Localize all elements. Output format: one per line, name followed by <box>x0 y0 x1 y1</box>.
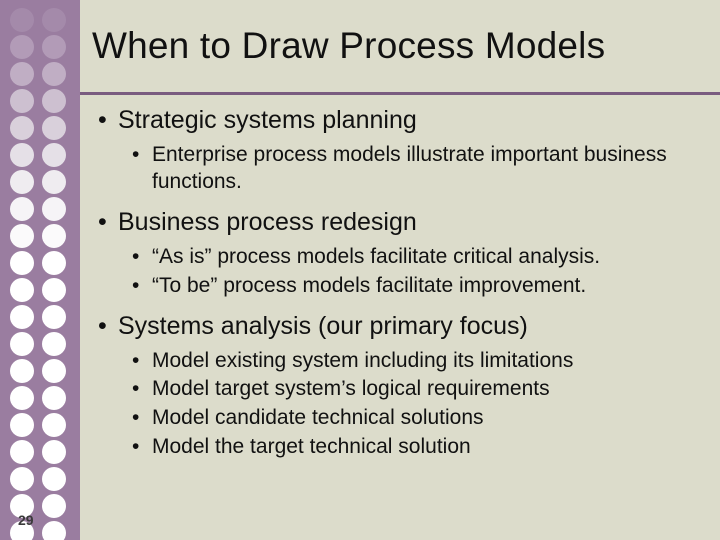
decoration-dot <box>42 359 66 383</box>
decoration-dot <box>42 8 66 32</box>
bullet-text: Business process redesign <box>118 208 417 236</box>
bullet-lvl2: Model candidate technical solutions <box>152 405 705 432</box>
decoration-dot <box>42 386 66 410</box>
decoration-dot <box>10 89 34 113</box>
decoration-dot <box>10 413 34 437</box>
decoration-dot <box>42 521 66 540</box>
decoration-dot <box>42 35 66 59</box>
dot-column-right <box>42 8 68 540</box>
page-number: 29 <box>18 512 34 528</box>
decoration-dot <box>10 143 34 167</box>
bullet-lvl1: Strategic systems planning Enterprise pr… <box>118 104 705 196</box>
decoration-dot <box>42 224 66 248</box>
bullet-lvl2: “To be” process models facilitate improv… <box>152 273 705 300</box>
decoration-dot <box>10 62 34 86</box>
decoration-dot <box>42 467 66 491</box>
decoration-dot <box>10 116 34 140</box>
bullet-sublist: Enterprise process models illustrate imp… <box>118 142 705 196</box>
decoration-dot <box>10 35 34 59</box>
dot-column-left <box>10 8 36 540</box>
bullet-lvl1: Business process redesign “As is” proces… <box>118 206 705 300</box>
decoration-dot <box>10 278 34 302</box>
decoration-dot <box>42 62 66 86</box>
decoration-dot <box>42 494 66 518</box>
content-area: Strategic systems planning Enterprise pr… <box>90 104 705 471</box>
bullet-text: Strategic systems planning <box>118 106 417 134</box>
decoration-dot <box>42 413 66 437</box>
decoration-dot <box>42 440 66 464</box>
decoration-dot <box>42 251 66 275</box>
bullet-lvl2: Enterprise process models illustrate imp… <box>152 142 705 196</box>
slide-title: When to Draw Process Models <box>92 25 605 67</box>
bullet-lvl1: Systems analysis (our primary focus) Mod… <box>118 310 705 462</box>
bullet-sublist: “As is” process models facilitate critic… <box>118 244 705 300</box>
slide: When to Draw Process Models Strategic sy… <box>0 0 720 540</box>
decoration-dot <box>42 332 66 356</box>
decoration-dot <box>10 467 34 491</box>
decoration-dot <box>10 197 34 221</box>
title-rule <box>80 92 720 95</box>
bullet-sublist: Model existing system including its limi… <box>118 348 705 462</box>
decoration-dot <box>42 170 66 194</box>
decoration-dot <box>10 224 34 248</box>
decoration-dot <box>42 305 66 329</box>
bullet-list: Strategic systems planning Enterprise pr… <box>90 104 705 461</box>
decoration-dot <box>42 197 66 221</box>
decoration-dot <box>42 278 66 302</box>
decoration-dot <box>10 386 34 410</box>
decoration-dot <box>10 359 34 383</box>
decoration-dot <box>10 440 34 464</box>
decoration-dot <box>42 116 66 140</box>
decoration-dot <box>10 305 34 329</box>
sidebar <box>0 0 80 540</box>
bullet-lvl2: Model target system’s logical requiremen… <box>152 376 705 403</box>
bullet-lvl2: Model existing system including its limi… <box>152 348 705 375</box>
decoration-dot <box>10 251 34 275</box>
bullet-lvl2: Model the target technical solution <box>152 434 705 461</box>
title-wrap: When to Draw Process Models <box>80 0 720 92</box>
decoration-dot <box>10 170 34 194</box>
decoration-dot <box>42 143 66 167</box>
bullet-text: Systems analysis (our primary focus) <box>118 312 528 340</box>
decoration-dot <box>10 332 34 356</box>
decoration-dot <box>10 8 34 32</box>
decoration-dot <box>42 89 66 113</box>
bullet-lvl2: “As is” process models facilitate critic… <box>152 244 705 271</box>
